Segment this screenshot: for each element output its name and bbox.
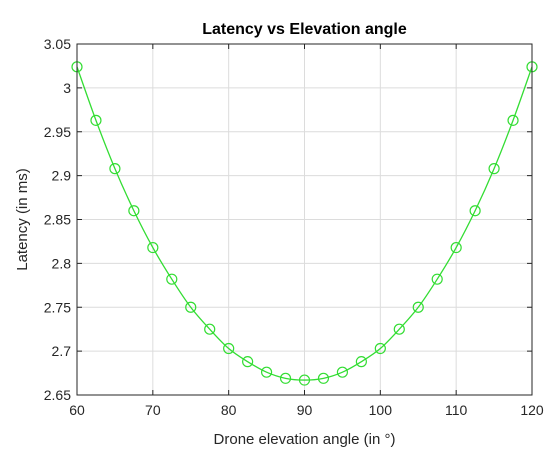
series-layer	[71, 61, 538, 386]
ticks: 60 70 80 90 100 110 120 2.65 2.7 2.75 2.8 2.85 2.9 2.…	[44, 36, 544, 418]
x-tick-label: 120	[520, 402, 544, 418]
x-tick-label: 90	[297, 402, 313, 418]
data-point-marker	[242, 356, 254, 368]
y-tick-label: 2.95	[44, 124, 71, 140]
data-point-marker	[298, 374, 311, 386]
y-tick-label: 3	[63, 80, 71, 96]
x-tick-label: 70	[145, 402, 161, 418]
y-tick-label: 2.65	[44, 387, 71, 403]
data-point-marker	[260, 366, 273, 378]
data-point-marker	[469, 205, 481, 217]
data-point-marker	[317, 372, 330, 384]
data-point-marker	[450, 241, 462, 254]
x-tick-label: 110	[445, 402, 468, 418]
x-tick-label: 80	[221, 402, 237, 418]
data-point-marker	[204, 323, 216, 335]
data-point-marker	[412, 301, 424, 313]
series-line	[76, 66, 533, 381]
data-point-marker	[147, 241, 159, 254]
data-point-marker	[355, 356, 367, 368]
x-axis-label: Drone elevation angle (in °)	[214, 431, 396, 448]
x-tick-label: 100	[369, 402, 393, 418]
data-point-marker	[279, 372, 292, 384]
data-point-marker	[336, 366, 349, 378]
data-point-marker	[431, 273, 443, 285]
data-point-marker	[90, 114, 102, 126]
y-tick-label: 2.9	[52, 168, 72, 184]
chart-title: Latency vs Elevation angle	[202, 21, 407, 38]
data-point-marker	[393, 323, 405, 335]
y-tick-label: 2.85	[44, 212, 71, 228]
data-point-marker	[185, 301, 197, 313]
data-point-marker	[109, 163, 121, 175]
y-tick-label: 2.75	[44, 299, 71, 315]
data-point-marker	[488, 163, 500, 175]
data-point-marker	[507, 114, 519, 126]
y-axis-label: Latency (in ms)	[14, 168, 31, 271]
y-tick-label: 2.7	[52, 343, 72, 359]
data-point-marker	[128, 205, 140, 217]
y-tick-label: 2.8	[52, 255, 72, 271]
data-point-marker	[223, 342, 235, 355]
data-point-marker	[166, 273, 178, 285]
data-point-marker	[374, 342, 386, 355]
y-tick-label: 3.05	[44, 36, 71, 52]
x-tick-label: 60	[69, 402, 85, 418]
